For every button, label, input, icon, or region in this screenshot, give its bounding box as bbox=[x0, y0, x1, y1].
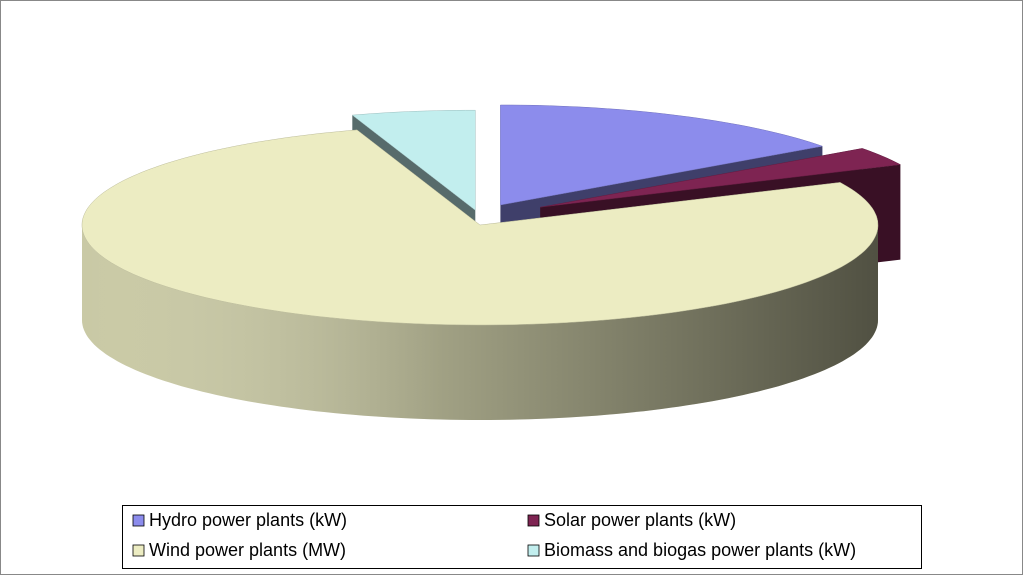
legend-box bbox=[122, 505, 922, 569]
legend-label: Biomass and biogas power plants (kW) bbox=[544, 540, 856, 560]
slice bbox=[81, 129, 879, 326]
legend-label: Wind power plants (MW) bbox=[149, 540, 346, 560]
legend-swatch bbox=[527, 544, 540, 557]
slice bbox=[500, 104, 824, 206]
slice bbox=[540, 148, 902, 208]
legend-swatch bbox=[132, 544, 145, 557]
legend-label: Hydro power plants (kW) bbox=[149, 510, 347, 530]
legend-swatch bbox=[527, 514, 540, 527]
slice-wall-shade bbox=[82, 225, 878, 420]
legend-label: Solar power plants (kW) bbox=[544, 510, 736, 530]
legend-swatch bbox=[132, 514, 145, 527]
slice bbox=[351, 109, 476, 211]
